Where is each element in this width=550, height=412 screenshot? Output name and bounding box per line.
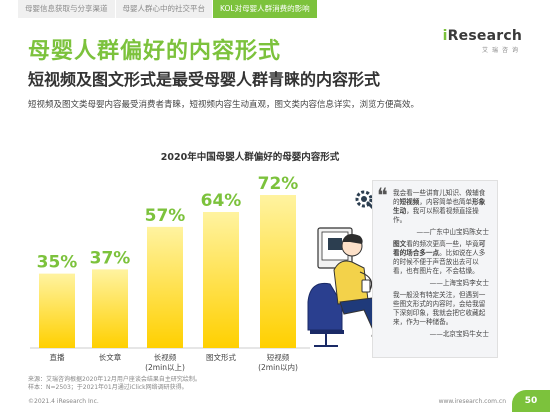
quote-fragment: 我一般没有特定关注，但遇到一些图文形式的内容时，会给我留下深刻印象，我就会把它收…: [393, 291, 486, 326]
quote-emphasis: 图文: [393, 240, 407, 248]
quote-text: 图文看的频次更高一些，毕竟可看的场合多一点。比如说在人多的时候不便于声音放出去可…: [393, 240, 489, 276]
bar: [147, 226, 183, 348]
quote-list: 我会看一些讲育儿知识、做辅食的短视频，内容简单也简单形象生动，我可以照着视频直接…: [393, 189, 489, 339]
quote-signature: ——广东中山宝妈陈女士: [416, 228, 489, 236]
quote-text: 我一般没有特定关注，但遇到一些图文形式的内容时，会给我留下深刻印象，我就会把它收…: [393, 291, 489, 327]
interview-quote-box: ❝ 我会看一些讲育儿知识、做辅食的短视频，内容简单也简单形象生动，我可以照着视频…: [372, 180, 498, 358]
quote-fragment: ，我可以照着视频直接操作。: [393, 207, 479, 224]
quote-emphasis: 形象生动: [393, 198, 486, 215]
source-note: 来源：艾瑞咨询根据2020年12月用户座谈会结果自主研究绘制。 样本：N=250…: [28, 376, 201, 392]
tab-kol-influence[interactable]: KOL对母婴人群消费的影响: [213, 0, 318, 18]
quote-signature: ——北京宝妈牛女士: [429, 330, 489, 338]
category-label: 直播: [50, 352, 65, 362]
category-label: 长文章: [99, 352, 122, 362]
quote-text: 我会看一些讲育儿知识、做辅食的短视频，内容简单也简单形象生动，我可以照着视频直接…: [393, 189, 489, 225]
bar-value-label: 37%: [90, 248, 131, 268]
bar-value-label: 35%: [37, 253, 78, 273]
copyright: ©2021.4 iResearch Inc.: [28, 398, 99, 405]
quote-signature: ——上海宝妈李女士: [429, 279, 489, 287]
sample-line: 样本：N=2503；于2021年01月通过iClick网络调研获得。: [28, 384, 188, 391]
quote-fragment: 看的频次更高一些，毕竟: [406, 240, 479, 248]
quote-fragment: 。比如说在人多的时候不便于声音放出去可以看，也有图片在，不会枯燥。: [393, 249, 486, 275]
category-label: (2min以内): [258, 362, 298, 372]
category-label: (2min以上): [145, 363, 185, 372]
logo-wordmark: iResearch: [442, 28, 522, 44]
category-label: 短视频: [267, 352, 290, 362]
tab-social-platforms[interactable]: 母婴人群心中的社交平台: [115, 0, 213, 18]
tab-info-channels[interactable]: 母婴信息获取与分享渠道: [18, 0, 116, 18]
bar: [203, 212, 239, 348]
quote-fragment: ，内容简单也简单: [419, 198, 473, 206]
left-quote-icon: ❝: [377, 183, 388, 207]
bar: [260, 195, 296, 348]
quote-emphasis: 可看的场合多一点: [393, 240, 486, 257]
logo-subtitle: 艾瑞咨询: [481, 47, 522, 54]
page-description: 短视频及图文类母婴内容最受消费者青睐，短视频内容生动直观，图文类内容信息详实，浏…: [28, 100, 420, 110]
page-number: 50: [512, 390, 550, 412]
top-tab-bar: 母婴信息获取与分享渠道 母婴人群心中的社交平台 KOL对母婴人群消费的影响: [18, 0, 318, 18]
bar-value-label: 57%: [145, 206, 186, 226]
chart-title: 2020年中国母婴人群偏好的母婴内容形式: [160, 152, 340, 163]
category-label: 图文形式: [206, 352, 236, 362]
page-title: 母婴人群偏好的内容形式: [28, 39, 282, 64]
bar-value-label: 64%: [201, 191, 242, 211]
iresearch-logo: iResearch 艾瑞咨询: [443, 28, 522, 54]
bar-value-label: 72%: [258, 174, 299, 194]
quote-fragment: 我会看一些讲育儿知识、做辅食的: [393, 189, 486, 206]
bar: [92, 269, 128, 348]
quote-emphasis: 短视频: [399, 198, 420, 206]
page-subtitle: 短视频及图文形式是最受母婴人群青睐的内容形式: [28, 70, 381, 89]
bar: [39, 273, 75, 348]
category-label: 长视频: [154, 352, 177, 362]
site-url[interactable]: www.iresearch.com.cn: [438, 398, 506, 405]
source-line: 来源：艾瑞咨询根据2020年12月用户座谈会结果自主研究绘制。: [28, 376, 201, 383]
